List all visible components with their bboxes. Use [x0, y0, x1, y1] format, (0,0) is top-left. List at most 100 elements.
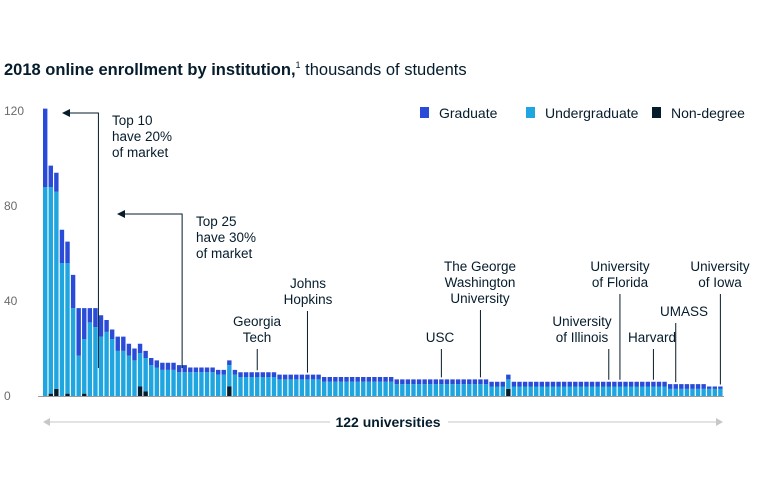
bar-graduate [645, 381, 651, 387]
bar-undergraduate [528, 386, 533, 396]
bar-undergraduate [98, 336, 104, 396]
bracket-arrowhead [62, 109, 70, 117]
bar-undergraduate [478, 384, 483, 396]
bar-graduate [327, 377, 332, 382]
bar-graduate [255, 372, 260, 377]
bar-graduate [550, 381, 556, 387]
bar-undergraduate [695, 388, 701, 396]
legend-label: Graduate [439, 105, 498, 121]
bar-graduate [43, 108, 48, 187]
bar-undergraduate [483, 384, 489, 396]
bar-undergraduate [679, 388, 684, 396]
bar-undergraduate [282, 379, 288, 396]
bar-graduate [701, 384, 706, 389]
institution-label: Tech [243, 330, 272, 345]
bar-undergraduate [137, 353, 143, 387]
bar-undergraduate [227, 365, 232, 387]
bar-undergraduate [310, 379, 316, 396]
bar-graduate [93, 308, 98, 328]
bar-undergraduate [416, 384, 422, 396]
bar-graduate [48, 165, 53, 187]
bar-graduate [640, 381, 645, 387]
bar-undergraduate [595, 386, 600, 396]
bar-graduate [54, 172, 59, 192]
bar-undergraduate [59, 263, 65, 396]
bar-undergraduate [327, 381, 332, 396]
bar-undergraduate [617, 386, 623, 396]
bar-undergraduate [333, 381, 338, 396]
bar-graduate [589, 381, 595, 387]
span-label: 122 universities [335, 414, 440, 430]
institution-label: The George [444, 259, 516, 274]
bar-undergraduate [249, 377, 254, 396]
bar-graduate [439, 379, 444, 385]
bar-undergraduate [87, 322, 93, 396]
bar-undergraduate [712, 388, 717, 396]
bar-undergraduate [701, 388, 706, 396]
bar-graduate [361, 377, 366, 382]
bar-graduate [522, 381, 528, 387]
bar-graduate [433, 379, 438, 385]
bar-undergraduate [539, 386, 545, 396]
bar-undergraduate [294, 379, 299, 396]
institution-label: Harvard [628, 330, 676, 345]
bar-graduate [249, 372, 254, 377]
bar-undergraduate [433, 384, 438, 396]
bar-graduate [70, 274, 76, 309]
bar-undergraduate [455, 384, 461, 396]
bar-undergraduate [589, 386, 595, 396]
bar-undergraduate [372, 381, 377, 396]
bar-undergraduate [165, 369, 171, 396]
bar-undergraduate [238, 377, 243, 396]
bar-graduate [316, 374, 321, 380]
bar-non-degree [506, 388, 511, 396]
bar-undergraduate [271, 377, 277, 396]
bar-graduate [539, 381, 545, 387]
bar-undergraduate [612, 386, 617, 396]
y-tick-label: 0 [4, 389, 11, 403]
bar-undergraduate [338, 381, 344, 396]
bar-graduate [450, 379, 455, 385]
institution-label: University [450, 291, 510, 306]
bar-graduate [109, 329, 115, 339]
bar-non-degree [54, 388, 59, 396]
bar-undergraduate [388, 381, 394, 396]
bar-graduate [176, 365, 182, 373]
bar-graduate [160, 362, 165, 370]
bar-undergraduate [467, 384, 472, 396]
bar-undergraduate [255, 377, 260, 396]
bar-undergraduate [511, 386, 517, 396]
bar-non-degree [48, 393, 53, 396]
bar-graduate [455, 379, 461, 385]
bar-undergraduate [70, 308, 76, 396]
bar-undergraduate [204, 372, 210, 396]
institution-label: UMASS [660, 304, 708, 319]
bar-graduate [444, 379, 450, 385]
bar-undergraduate [104, 331, 109, 396]
bar-graduate [573, 381, 578, 387]
bar-undergraduate [534, 386, 539, 396]
bar-undergraduate [344, 381, 349, 396]
bar-graduate [305, 374, 310, 380]
bar-graduate [349, 377, 355, 382]
bar-graduate [489, 381, 494, 387]
institution-label: Hopkins [284, 292, 333, 307]
bar-graduate [260, 372, 266, 377]
bar-undergraduate [450, 384, 455, 396]
bar-undergraduate [299, 379, 305, 396]
bar-graduate [662, 381, 667, 387]
bar-undergraduate [221, 374, 226, 396]
bracket-annotation-text: have 20% [112, 129, 172, 144]
institution-label: of Florida [592, 275, 649, 290]
bar-graduate [667, 384, 673, 389]
bar-graduate [210, 367, 215, 373]
bar-graduate [528, 381, 533, 387]
bar-graduate [467, 379, 472, 385]
span-arrowhead-right [716, 418, 723, 426]
chart-title-subtitle: thousands of students [300, 61, 467, 79]
bar-graduate [679, 384, 684, 389]
institution-label: of Iowa [698, 275, 742, 290]
bar-undergraduate [361, 381, 366, 396]
bar-graduate [221, 369, 226, 375]
bar-graduate [400, 379, 405, 385]
